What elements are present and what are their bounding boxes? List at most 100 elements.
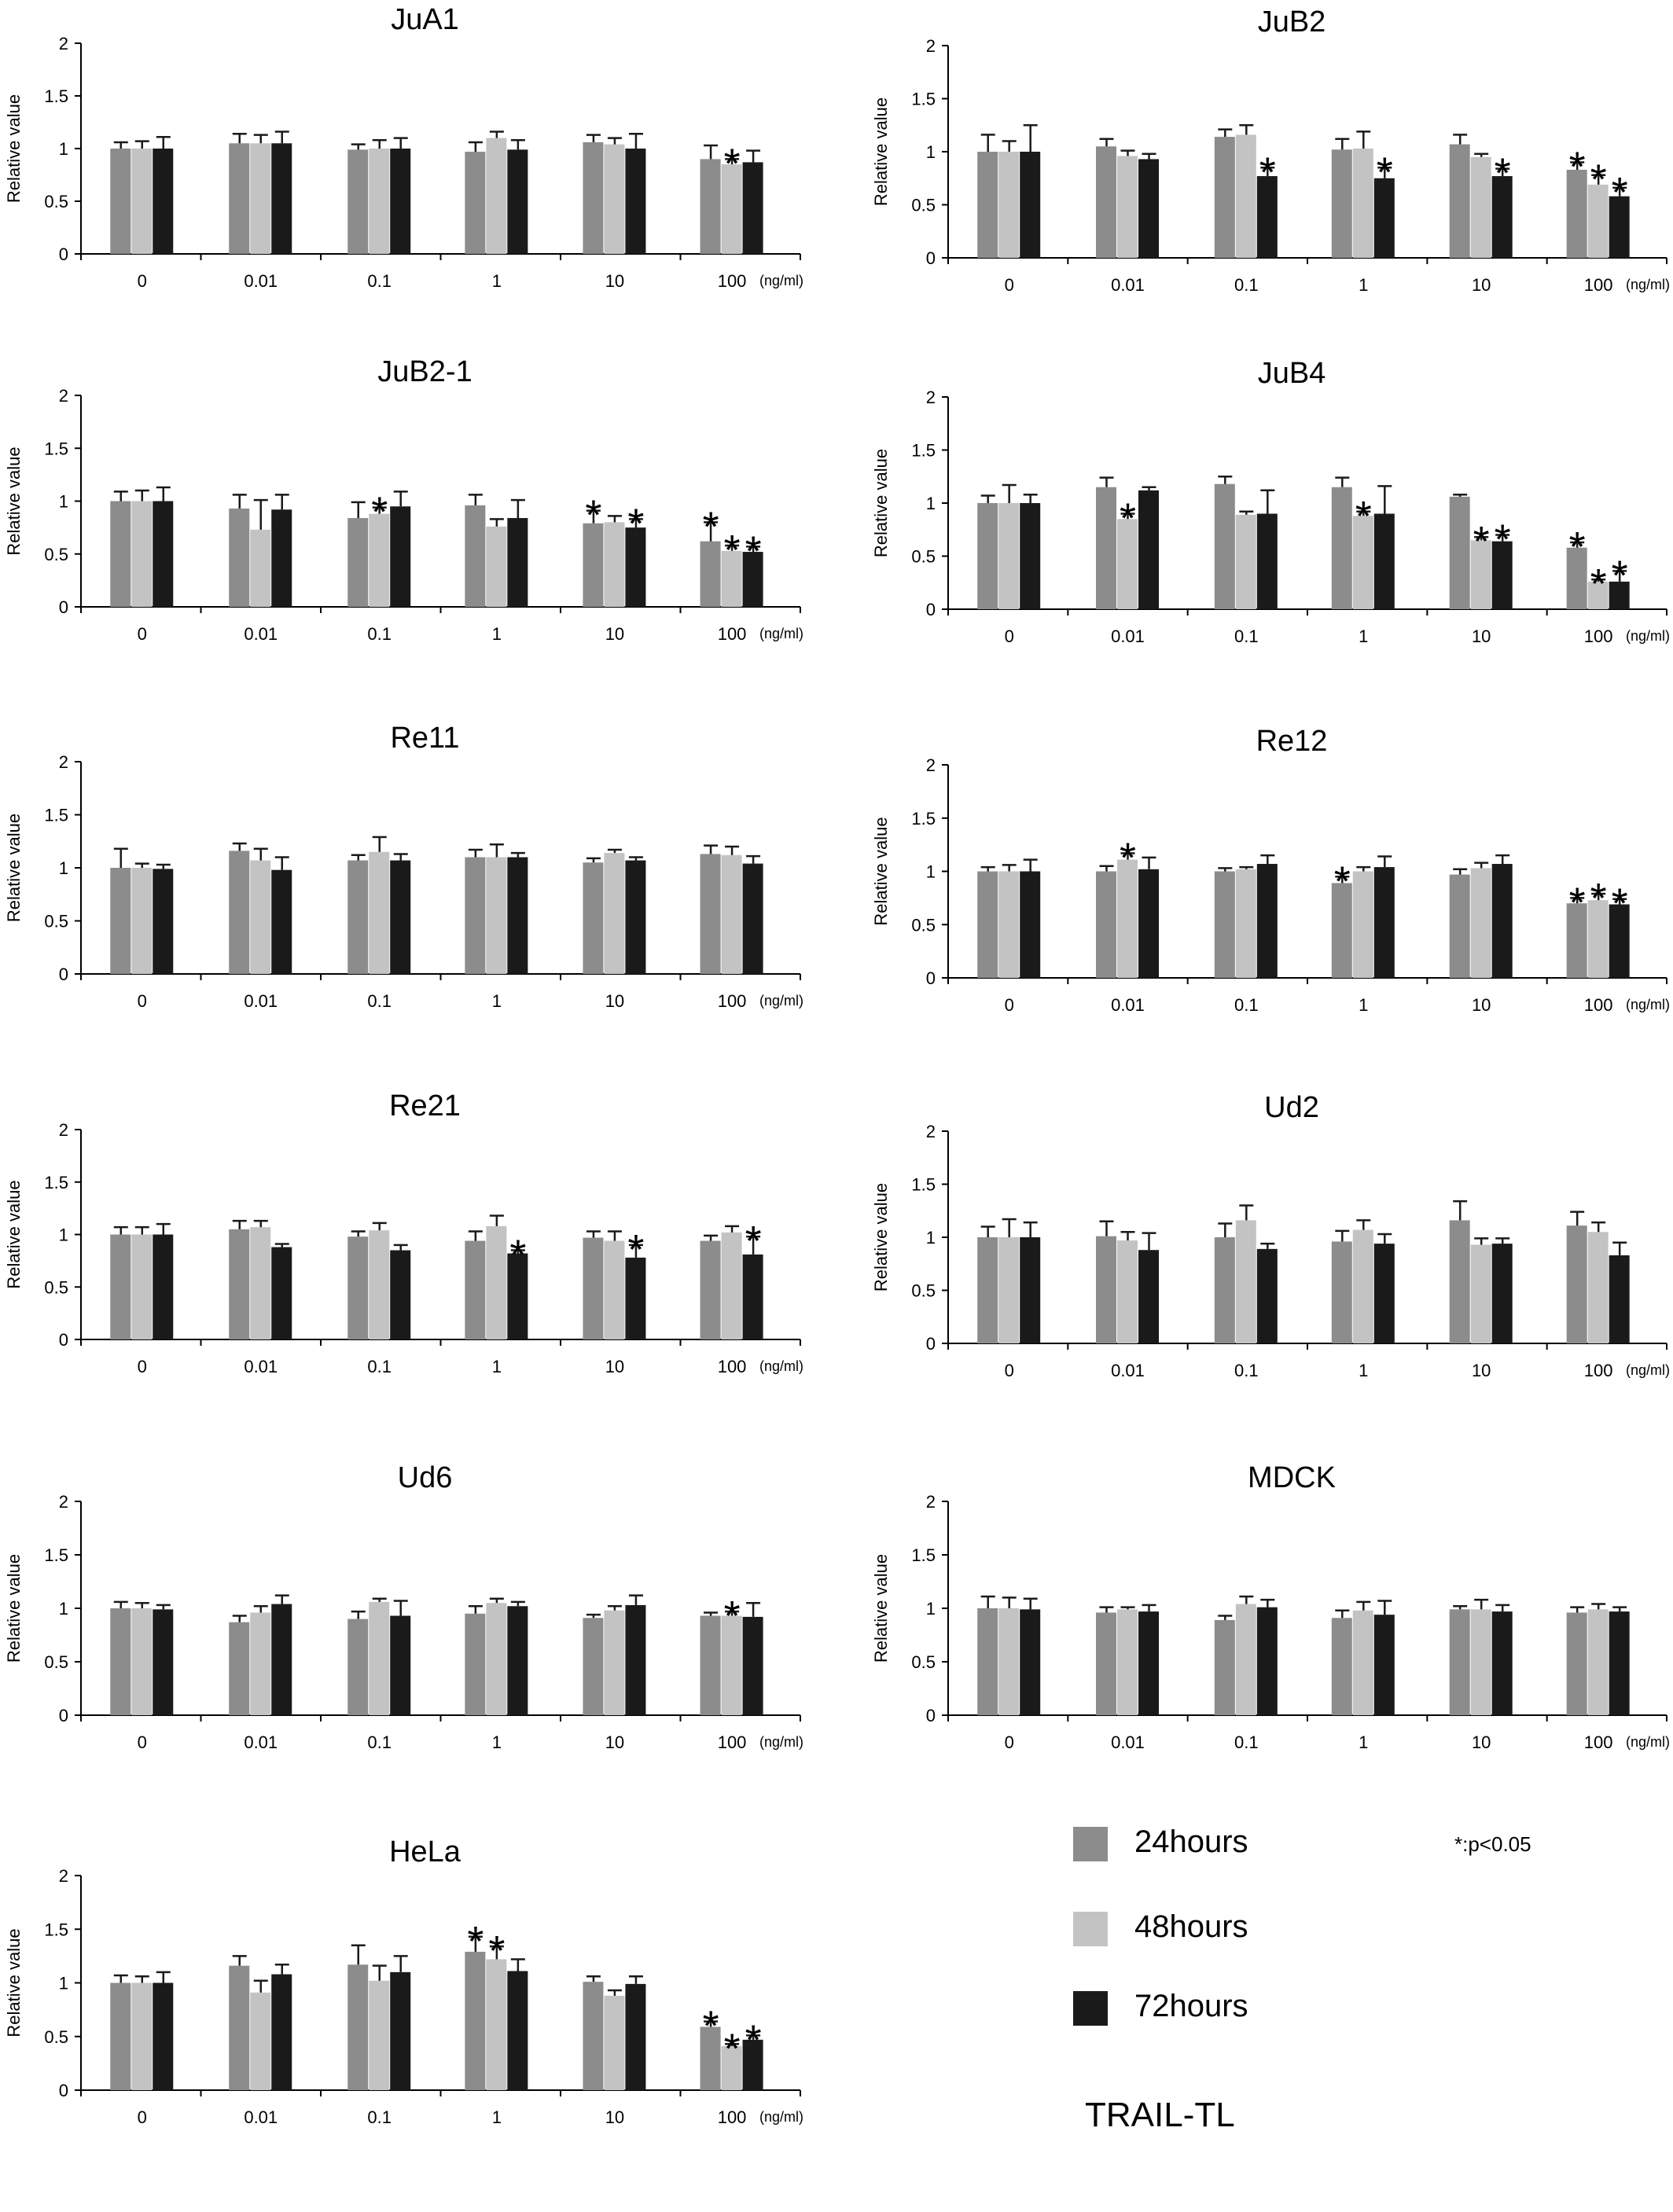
y-tick-label: 0 — [59, 2081, 68, 2100]
y-tick-label: 0.5 — [44, 912, 68, 931]
x-tick-label: 0.01 — [1111, 275, 1145, 295]
y-tick-label: 0 — [926, 248, 936, 268]
x-tick-label: 10 — [605, 271, 624, 291]
bar-24hours — [1096, 1612, 1116, 1715]
bar-48hours — [369, 1601, 390, 1715]
bar-72hours — [625, 860, 646, 974]
bar-72hours — [1138, 490, 1159, 609]
x-tick-label: 0.01 — [1111, 995, 1145, 1015]
bar-24hours — [1566, 1612, 1587, 1715]
bar-72hours — [1020, 1609, 1041, 1715]
bar-72hours — [271, 1974, 292, 2090]
x-tick-label: 0.1 — [367, 1732, 392, 1752]
bar-48hours — [998, 1237, 1020, 1343]
x-tick-label: 1 — [492, 991, 502, 1011]
bar-48hours — [1352, 1610, 1373, 1715]
y-tick-label: 2 — [59, 386, 68, 406]
bar-24hours — [1214, 1619, 1235, 1715]
y-tick-label: 0 — [926, 600, 936, 619]
bar-72hours — [1373, 1244, 1395, 1343]
bar-24hours — [465, 1951, 486, 2090]
bar-72hours — [271, 869, 292, 974]
bar-48hours — [486, 138, 507, 254]
y-tick-label: 2 — [59, 1492, 68, 1512]
bar-24hours — [465, 1240, 486, 1339]
x-unit-label: (ng/ml) — [759, 1734, 803, 1750]
significance-star: * — [724, 140, 741, 187]
bar-48hours — [604, 522, 625, 607]
bar-48hours — [250, 860, 271, 974]
bar-24hours — [110, 1982, 131, 2090]
bar-72hours — [390, 1250, 411, 1339]
x-tick-label: 10 — [605, 1732, 624, 1752]
bar-72hours — [271, 509, 292, 607]
bar-48hours — [1470, 156, 1491, 258]
significance-star: * — [703, 503, 719, 550]
bar-48hours — [486, 857, 507, 974]
x-tick-label: 0 — [1005, 626, 1014, 646]
chart-title: JuB2 — [1258, 6, 1326, 39]
x-tick-label: 0.1 — [1234, 1361, 1259, 1380]
bar-48hours — [1117, 1609, 1138, 1715]
bar-72hours — [1138, 869, 1159, 978]
bar-72hours — [1491, 176, 1513, 258]
bar-72hours — [1373, 1615, 1395, 1715]
bar-48hours — [131, 149, 153, 254]
bar-72hours — [390, 860, 411, 974]
bar-48hours — [1235, 869, 1256, 978]
x-tick-label: 0 — [1005, 275, 1014, 295]
y-tick-label: 1.5 — [911, 1545, 936, 1565]
significance-star: * — [703, 2003, 719, 2050]
bar-72hours — [1138, 1611, 1159, 1715]
bar-72hours — [1256, 1607, 1278, 1715]
significance-star: * — [1259, 149, 1276, 196]
x-tick-label: 0 — [1005, 1732, 1014, 1752]
y-tick-label: 1 — [59, 139, 68, 159]
bar-72hours — [1256, 176, 1278, 258]
bar-24hours — [110, 1608, 131, 1715]
x-unit-label: (ng/ml) — [759, 1358, 803, 1374]
x-tick-label: 1 — [492, 1732, 502, 1752]
bar-24hours — [1566, 169, 1587, 258]
significance-star: * — [745, 1218, 762, 1265]
significance-star: * — [467, 1918, 484, 1965]
x-unit-label: (ng/ml) — [759, 2109, 803, 2125]
chart-title: JuB4 — [1258, 357, 1326, 390]
x-tick-label: 10 — [1472, 275, 1491, 295]
bar-24hours — [1096, 146, 1116, 258]
y-tick-label: 0.5 — [911, 196, 936, 215]
x-tick-label: 1 — [492, 2107, 502, 2127]
x-tick-label: 0 — [138, 991, 147, 1011]
bar-24hours — [1449, 1220, 1470, 1343]
legend-swatch-24hours — [1073, 1827, 1108, 1861]
bar-24hours — [347, 518, 369, 607]
y-axis-title: Relative value — [871, 1554, 891, 1663]
bar-72hours — [1138, 1250, 1159, 1343]
legend-label-24hours: 24hours — [1134, 1824, 1248, 1859]
x-tick-label: 100 — [1584, 275, 1613, 295]
bar-24hours — [110, 868, 131, 974]
y-tick-label: 1 — [926, 142, 936, 162]
y-tick-label: 1.5 — [44, 86, 68, 106]
bar-24hours — [1331, 1618, 1352, 1715]
bar-24hours — [110, 149, 131, 254]
y-tick-label: 1.5 — [911, 441, 936, 461]
bar-72hours — [1491, 1244, 1513, 1343]
y-tick-label: 0.5 — [911, 1652, 936, 1672]
y-axis-title: Relative value — [4, 1180, 24, 1288]
bar-24hours — [1214, 871, 1235, 978]
significance-star: * — [1334, 858, 1351, 905]
significance-star: * — [1569, 144, 1586, 191]
x-tick-label: 0.01 — [244, 624, 278, 644]
significance-star: * — [1612, 880, 1628, 928]
x-tick-label: 100 — [718, 271, 747, 291]
x-tick-label: 1 — [492, 1357, 502, 1376]
bar-24hours — [977, 1237, 998, 1343]
x-tick-label: 10 — [605, 1357, 624, 1376]
significance-star: * — [1590, 560, 1607, 608]
y-tick-label: 0 — [59, 244, 68, 264]
bar-48hours — [486, 526, 507, 607]
bar-48hours — [1587, 900, 1609, 978]
bar-48hours — [721, 854, 742, 974]
bar-72hours — [742, 2039, 763, 2090]
